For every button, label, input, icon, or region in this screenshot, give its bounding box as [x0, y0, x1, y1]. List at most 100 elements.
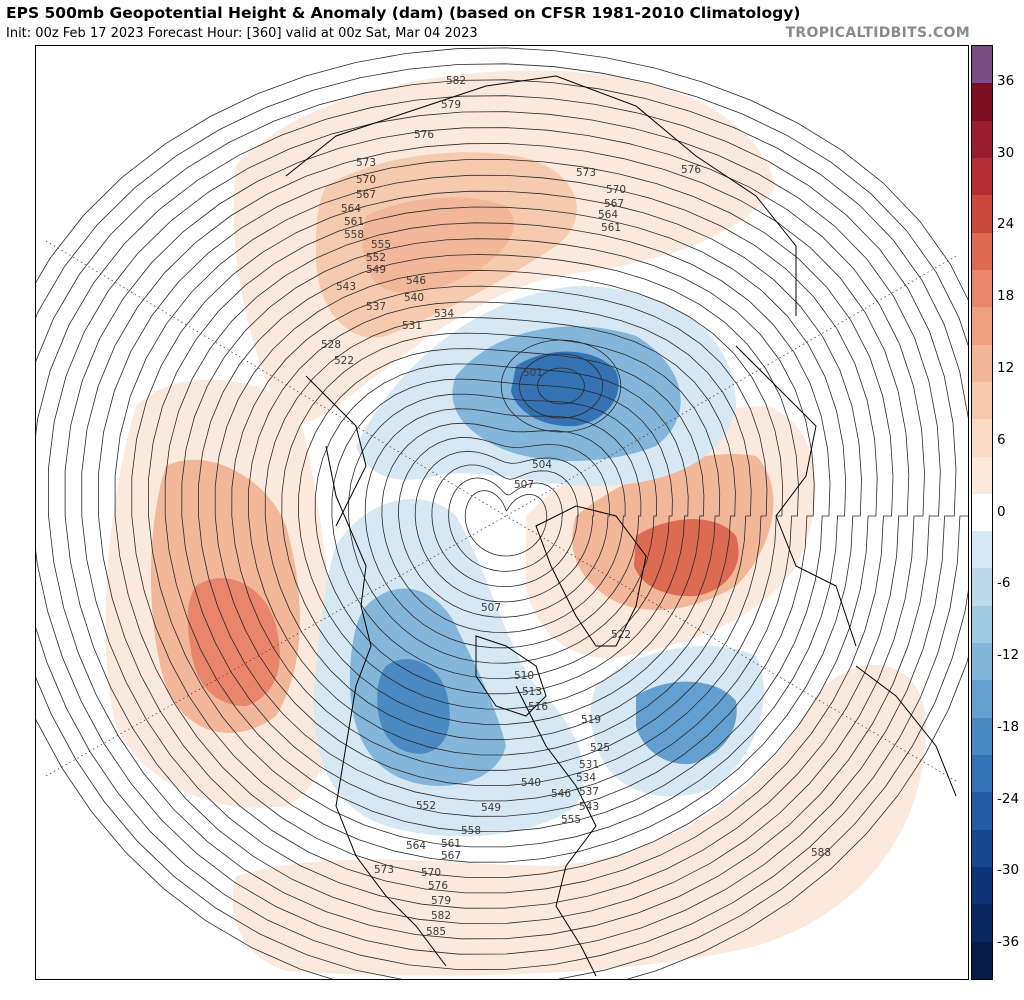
- colorbar-tick-label: 24: [997, 216, 1015, 233]
- colorbar-bin: [972, 157, 992, 196]
- contour-label: 558: [344, 229, 364, 241]
- colorbar-bin: [972, 643, 992, 681]
- contour-label: 531: [402, 320, 422, 332]
- anomaly-shading: [105, 70, 926, 976]
- colorbar-bin: [972, 456, 992, 495]
- contour-label: 567: [604, 198, 624, 210]
- contour-label: 540: [404, 292, 424, 304]
- height-contour: [331, 378, 673, 679]
- colorbar-bin: [972, 605, 992, 644]
- contour-label: 585: [426, 926, 446, 938]
- height-contour: [64, 127, 925, 924]
- height-contour: [164, 222, 831, 833]
- height-contour-low: [500, 339, 622, 433]
- anomaly-region-canada-ridge-inner: [362, 197, 514, 293]
- colorbar-bin: [972, 269, 992, 308]
- contour-label: 534: [434, 308, 454, 320]
- contour-label: 543: [579, 801, 599, 813]
- anomaly-colorbar: [971, 45, 993, 980]
- contour-label: 549: [481, 802, 501, 814]
- contour-label: 582: [446, 75, 466, 87]
- height-contour: [431, 464, 579, 588]
- height-contour: [47, 111, 941, 940]
- anomaly-region-southern-rim: [232, 664, 926, 976]
- colorbar-tick-label: -30: [997, 862, 1020, 879]
- contour-label: 567: [356, 189, 376, 201]
- contour-label: 528: [321, 339, 341, 351]
- contour-label: 588: [811, 847, 831, 859]
- contour-label: 576: [681, 164, 701, 176]
- map-panel: 582 579 576 573 570 567 564 561 558 555 552 549 546 5…: [35, 45, 969, 980]
- height-contour: [36, 95, 957, 955]
- contour-label: 570: [421, 867, 441, 879]
- contour-label: 513: [522, 686, 542, 698]
- height-contour: [448, 477, 563, 572]
- height-contour: [36, 79, 968, 970]
- height-contour: [181, 238, 815, 817]
- contour-labels: 5825795765735705675645615585555525495465…: [321, 75, 831, 938]
- contour-label: 501: [523, 367, 543, 379]
- site-watermark: TROPICALTIDBITS.COM: [785, 25, 970, 41]
- colorbar-bin: [972, 755, 992, 793]
- colorbar-bin: [972, 867, 992, 905]
- colorbar-tick-label: -6: [997, 575, 1011, 592]
- contour-label: 576: [414, 129, 434, 141]
- contour-label: 564: [406, 840, 426, 852]
- coast-asia: [285, 75, 797, 316]
- height-contours: [36, 47, 968, 979]
- colorbar-bin: [972, 381, 992, 420]
- height-contour: [198, 254, 799, 802]
- colorbar-tick-label: -24: [997, 790, 1020, 807]
- contour-label: 519: [581, 714, 601, 726]
- colorbar-tick-label: 12: [997, 359, 1015, 376]
- colorbar-tick-label: 6: [997, 431, 1006, 448]
- colorbar-bin: [972, 344, 992, 383]
- height-contour: [264, 317, 736, 741]
- contour-label: 552: [416, 800, 436, 812]
- anomaly-region-labrador-low-core: [636, 681, 737, 765]
- colorbar-bin: [972, 531, 992, 569]
- contour-label: 555: [371, 239, 391, 251]
- colorbar-bin: [972, 46, 992, 84]
- contour-label: 564: [598, 209, 618, 221]
- height-contour: [281, 332, 721, 725]
- contour-label: 567: [441, 850, 461, 862]
- colorbar-tick-label: 0: [997, 503, 1006, 520]
- contour-label: 570: [356, 174, 376, 186]
- contour-label: 582: [431, 910, 451, 922]
- coast-europe: [735, 345, 857, 647]
- coast-kamchatka-alaska: [305, 375, 367, 527]
- height-contour-low: [518, 353, 603, 419]
- contour-label: 552: [366, 252, 386, 264]
- contour-label: 522: [611, 629, 631, 641]
- colorbar-bin: [972, 419, 992, 457]
- anomaly-region-greenland-ridge-core: [634, 519, 739, 597]
- anomaly-region-na-trough-core: [377, 659, 450, 754]
- height-contour: [398, 437, 610, 618]
- colorbar-tick-label: -12: [997, 647, 1020, 664]
- height-contour: [131, 190, 862, 863]
- contour-label: 549: [366, 264, 386, 276]
- coast-africa: [855, 665, 957, 797]
- contour-label: 531: [579, 759, 599, 771]
- contour-label: 573: [356, 157, 376, 169]
- contour-label: 525: [590, 742, 610, 754]
- colorbar-bin: [972, 829, 992, 868]
- colorbar-bin: [972, 83, 992, 122]
- coast-north-america-west: [325, 445, 447, 967]
- coast-greenland: [535, 505, 647, 647]
- contour-label: 561: [601, 222, 621, 234]
- contour-label: 507: [514, 479, 534, 491]
- height-contour: [348, 393, 658, 664]
- height-contour: [98, 159, 894, 894]
- height-contour: [414, 450, 595, 603]
- contour-label: 561: [344, 216, 364, 228]
- colorbar-bin: [972, 493, 992, 532]
- colorbar-bin: [972, 568, 992, 607]
- colorbar-tick-label: -36: [997, 934, 1020, 951]
- coast-hudson-bay: [475, 635, 547, 717]
- height-contour: [231, 285, 768, 771]
- height-contour: [148, 206, 847, 848]
- height-contour: [36, 63, 968, 979]
- colorbar-bin: [972, 232, 992, 271]
